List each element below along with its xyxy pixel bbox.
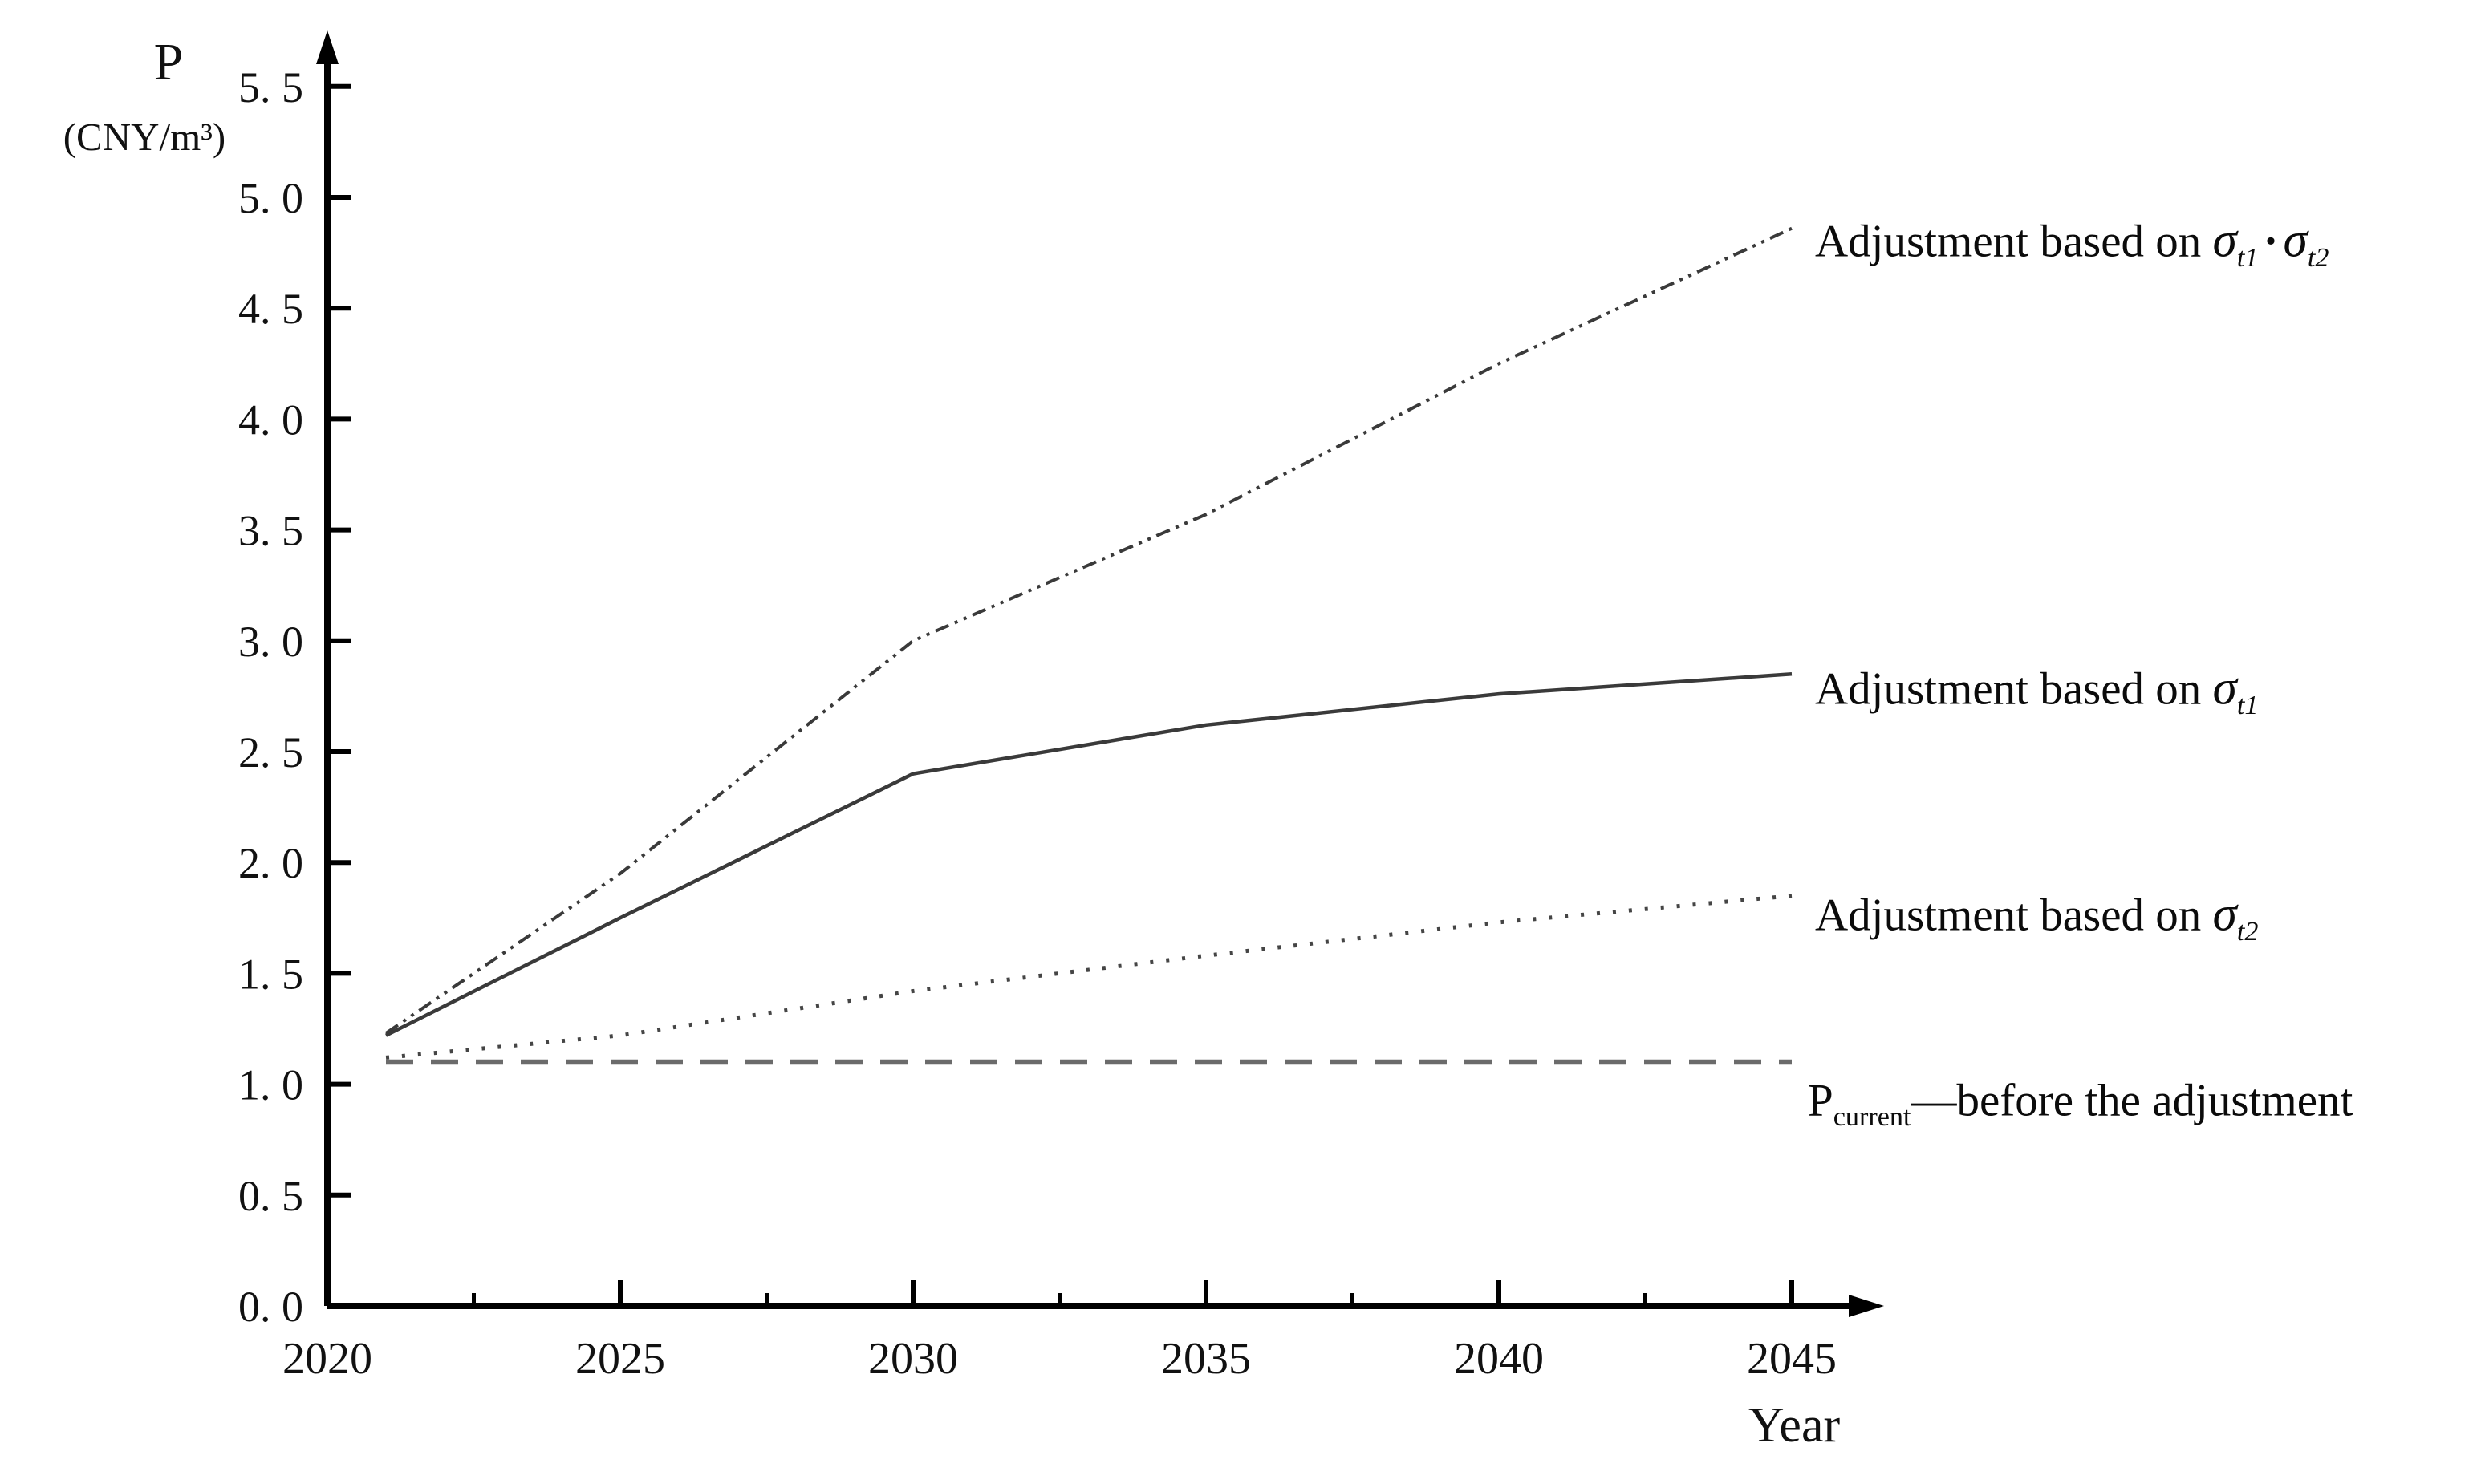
legend-item-2: Adjustment based on σt2 xyxy=(1815,886,2258,946)
legend-seg-sub-italic: t1 xyxy=(2236,690,2259,720)
legend-seg-sub-italic: t1 xyxy=(2236,242,2259,273)
legend-seg-text: Adjustment based on xyxy=(1815,216,2213,267)
y-tick-label: 4. 0 xyxy=(238,395,303,444)
legend-seg-sigma: σ xyxy=(2212,213,2237,268)
y-tick-label: 5. 0 xyxy=(238,174,303,222)
series-line-sigma-t2 xyxy=(385,894,1793,1060)
y-tick-label: 5. 5 xyxy=(238,63,303,112)
legend-seg-text: P xyxy=(1808,1075,1833,1126)
x-tick-label: 2040 xyxy=(1454,1334,1544,1384)
series-line-sigma-t1 xyxy=(384,672,1793,1037)
y-tick-label: 2. 0 xyxy=(238,839,303,887)
series-line-sigma-t1-t2 xyxy=(384,226,1793,1035)
y-tick-label: 0. 0 xyxy=(238,1283,303,1331)
legend-seg-sigma: σ xyxy=(2283,213,2308,268)
y-tick-label: 0. 5 xyxy=(238,1172,303,1220)
x-tick-label: 2035 xyxy=(1161,1334,1251,1384)
legend-seg-text: Adjustment based on xyxy=(1815,890,2213,941)
y-axis-arrowhead xyxy=(316,30,339,64)
legend-seg-sub-italic: t2 xyxy=(2236,916,2259,947)
x-tick-label: 2025 xyxy=(575,1334,665,1384)
y-tick-label: 4. 5 xyxy=(238,285,303,333)
legend-item-1: Adjustment based on σt1 xyxy=(1815,660,2259,720)
legend-item-0: Adjustment based on σt1 ·σt2 xyxy=(1815,213,2329,273)
y-axis-label-p: P xyxy=(153,33,184,91)
legend-seg-sub-italic: t2 xyxy=(2307,242,2329,273)
legend-seg-sigma: σ xyxy=(2212,886,2237,942)
x-tick-label: 2045 xyxy=(1747,1334,1837,1384)
y-tick-label: 1. 5 xyxy=(238,950,303,998)
legend-seg-sub: current xyxy=(1833,1101,1911,1132)
y-tick-label: 2. 5 xyxy=(238,728,303,776)
x-tick-label: 2030 xyxy=(868,1334,958,1384)
legend-item-3: Pcurrent—before the adjustment xyxy=(1808,1075,2353,1131)
legend-seg-text: —before the adjustment xyxy=(1911,1075,2353,1126)
legend-seg-dot: · xyxy=(2263,216,2279,267)
y-axis-unit-label: (CNY/m³) xyxy=(63,115,226,159)
x-tick-label: 2020 xyxy=(282,1334,372,1384)
legend-seg-sigma: σ xyxy=(2212,660,2237,716)
y-tick-label: 3. 0 xyxy=(238,618,303,666)
y-tick-label: 3. 5 xyxy=(238,507,303,555)
legend-seg-text: Adjustment based on xyxy=(1815,663,2213,715)
x-axis-label-year: Year xyxy=(1748,1398,1841,1453)
y-tick-label: 1. 0 xyxy=(238,1061,303,1109)
x-axis-arrowhead xyxy=(1849,1295,1884,1317)
